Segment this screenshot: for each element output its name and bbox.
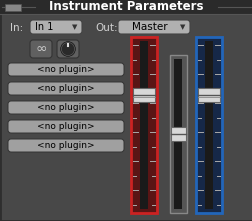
FancyBboxPatch shape <box>8 82 123 95</box>
Bar <box>131 37 156 213</box>
Circle shape <box>61 42 75 56</box>
Text: Master: Master <box>132 22 167 32</box>
Text: <no plugin>: <no plugin> <box>37 122 94 131</box>
Text: In:: In: <box>10 23 23 33</box>
FancyBboxPatch shape <box>57 40 79 58</box>
Bar <box>170 127 185 141</box>
Text: Out:: Out: <box>94 23 117 33</box>
FancyBboxPatch shape <box>117 20 189 34</box>
Bar <box>169 55 186 213</box>
Bar <box>133 88 154 102</box>
FancyBboxPatch shape <box>8 101 123 114</box>
Text: Instrument Parameters: Instrument Parameters <box>49 0 203 13</box>
Text: ▼: ▼ <box>72 24 77 30</box>
Bar <box>0 0 252 14</box>
Bar <box>204 41 212 209</box>
Text: In 1: In 1 <box>35 22 53 32</box>
Text: ▼: ▼ <box>180 24 185 30</box>
Bar <box>195 37 221 213</box>
Text: <no plugin>: <no plugin> <box>37 141 94 150</box>
Bar <box>197 88 219 102</box>
Circle shape <box>62 44 73 55</box>
FancyBboxPatch shape <box>8 63 123 76</box>
Text: <no plugin>: <no plugin> <box>37 65 94 74</box>
Bar <box>139 41 147 209</box>
Text: <no plugin>: <no plugin> <box>37 84 94 93</box>
FancyBboxPatch shape <box>30 20 82 34</box>
FancyBboxPatch shape <box>8 120 123 133</box>
Bar <box>173 59 181 209</box>
Text: ∞: ∞ <box>35 42 47 56</box>
Bar <box>5 4 21 11</box>
FancyBboxPatch shape <box>30 40 52 58</box>
FancyBboxPatch shape <box>8 139 123 152</box>
Text: <no plugin>: <no plugin> <box>37 103 94 112</box>
